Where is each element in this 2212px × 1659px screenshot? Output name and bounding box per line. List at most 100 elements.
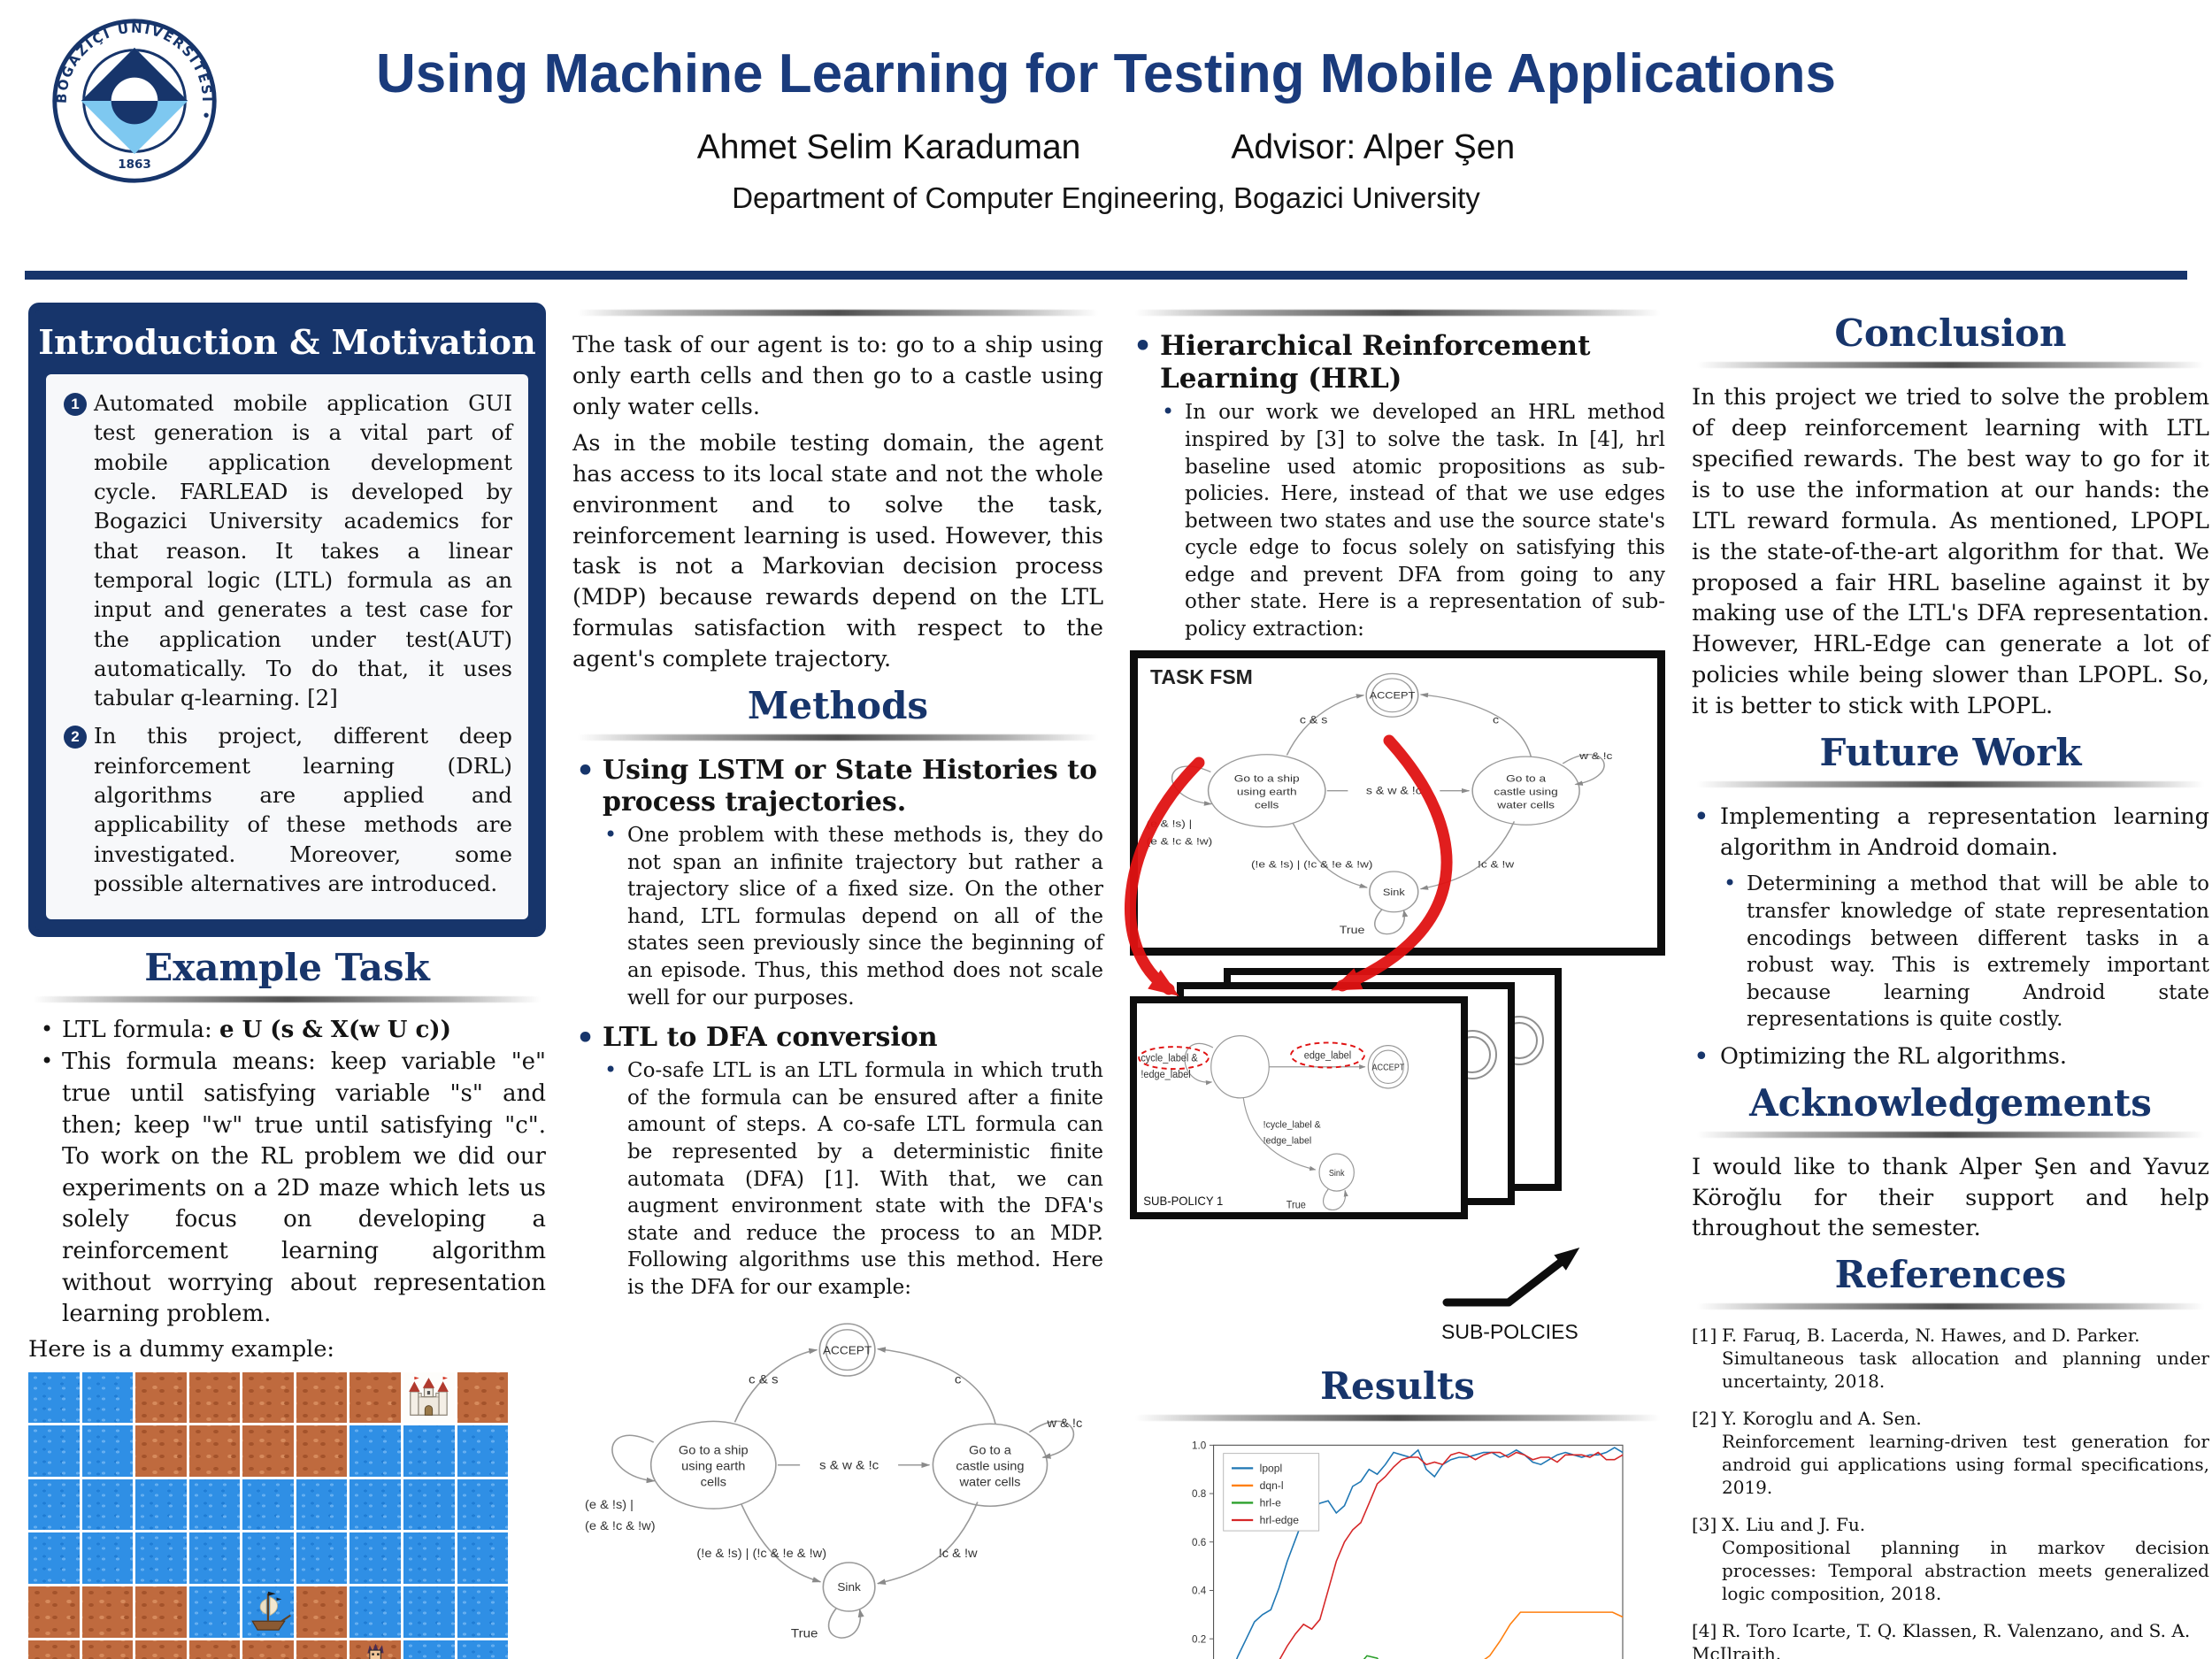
- ref-authors: X. Liu and J. Fu.: [1722, 1514, 1866, 1536]
- svg-text:water cells: water cells: [1496, 799, 1555, 810]
- results-title: Results: [1320, 1363, 1475, 1408]
- subpolicies-label: SUB-POLCIES: [1441, 1319, 1578, 1343]
- maze-water-tile: [81, 1425, 134, 1477]
- method-lstm-text: One problem with these methods is, they …: [604, 821, 1103, 1011]
- svg-text:ACCEPT: ACCEPT: [1371, 1062, 1404, 1071]
- maze-water-tile: [135, 1479, 187, 1531]
- section-rule: [578, 310, 1098, 316]
- hrl-heading: Hierarchical Reinforcement Learning (HRL…: [1130, 328, 1665, 396]
- maze-water-tile: [81, 1532, 134, 1584]
- svg-text:0.6: 0.6: [1192, 1537, 1206, 1548]
- maze-ship-tile: [242, 1586, 294, 1638]
- svg-text:c: c: [954, 1373, 961, 1387]
- maze-water-tile: [296, 1532, 348, 1584]
- svg-text:Sink: Sink: [1329, 1167, 1345, 1177]
- example-task-title: Example Task: [144, 946, 430, 990]
- section-rule: [34, 996, 541, 1003]
- svg-text:!c & !w: !c & !w: [938, 1548, 978, 1562]
- maze-earth-tile: [28, 1586, 80, 1638]
- maze-earth-tile: [188, 1425, 241, 1477]
- svg-text:!edge_label: !edge_label: [1263, 1135, 1312, 1146]
- department-line: Department of Computer Engineering, Boga…: [732, 181, 1480, 214]
- maze-water-tile: [242, 1532, 294, 1584]
- maze-water-tile: [28, 1371, 80, 1424]
- section-rule: [578, 734, 1098, 741]
- maze-water-tile: [403, 1425, 455, 1477]
- maze-water-tile: [81, 1479, 134, 1531]
- author-name: Ahmet Selim Karaduman: [696, 128, 1081, 166]
- maze-earth-tile: [81, 1586, 134, 1638]
- future-work-item-2: Optimizing the RL algorithms.: [1692, 1040, 2209, 1075]
- maze-earth-tile: [135, 1640, 187, 1659]
- maze-earth-tile: [349, 1371, 401, 1424]
- maze-water-tile: [296, 1479, 348, 1531]
- svg-text:(e & !s) |: (e & !s) |: [1147, 818, 1193, 829]
- ref-number: [1]: [1692, 1325, 1717, 1347]
- ref-detail: Compositional planning in markov decisio…: [1722, 1537, 2209, 1605]
- university-logo: • BOĞAZİÇİ ÜNİVERSİTESİ • 1863: [51, 18, 217, 183]
- subpolicies-arrow: [1442, 1247, 1580, 1307]
- ref-number: [3]: [1692, 1514, 1717, 1536]
- maze-water-tile: [457, 1479, 509, 1531]
- future-work-title: Future Work: [1819, 731, 2082, 775]
- column-introduction: Introduction & Motivation Automated mobi…: [28, 303, 546, 1659]
- svg-text:dqn-l: dqn-l: [1260, 1479, 1284, 1492]
- svg-text:w & !c: w & !c: [1046, 1417, 1082, 1432]
- svg-text:hrl-edge: hrl-edge: [1260, 1514, 1300, 1526]
- intro-body: Automated mobile application GUI test ge…: [46, 374, 528, 920]
- svg-text:c & s: c & s: [748, 1373, 778, 1387]
- maze-earth-tile: [242, 1371, 294, 1424]
- future-work-item-1: Implementing a representation learning a…: [1692, 800, 2209, 863]
- svg-text:castle using: castle using: [956, 1460, 1024, 1474]
- maze-earth-tile: [296, 1425, 348, 1477]
- conclusion-text: In this project we tried to solve the pr…: [1692, 384, 2209, 720]
- svg-text:Go to a: Go to a: [969, 1444, 1011, 1458]
- ref-authors: Y. Koroglu and A. Sen.: [1722, 1408, 1922, 1430]
- svg-text:Go to a: Go to a: [1506, 772, 1547, 784]
- maze-earth-tile: [81, 1640, 134, 1659]
- svg-text:lpopl: lpopl: [1260, 1462, 1283, 1474]
- svg-text:!cycle_label &: !cycle_label &: [1263, 1119, 1322, 1130]
- svg-text:!c & !w: !c & !w: [1478, 858, 1515, 870]
- maze-water-tile: [403, 1479, 455, 1531]
- ref-authors: R. Toro Icarte, T. Q. Klassen, R. Valenz…: [1692, 1620, 2191, 1659]
- future-work-item-1-sub: Determining a method that will be able t…: [1724, 870, 2209, 1033]
- svg-text:(e & !c & !w): (e & !c & !w): [585, 1520, 656, 1534]
- svg-text:c & s: c & s: [1300, 713, 1328, 726]
- conclusion-title: Conclusion: [1834, 311, 2067, 355]
- hrl-text: In our work we developed an HRL method i…: [1162, 398, 1665, 642]
- svg-text:s & w & !c: s & w & !c: [1366, 784, 1422, 796]
- maze-intro-line: Here is a dummy example:: [28, 1335, 335, 1363]
- poster-header: • BOĞAZİÇİ ÜNİVERSİTESİ • 1863 Using Mac…: [0, 0, 2212, 258]
- svg-text:w & !c: w & !c: [1578, 750, 1612, 762]
- svg-text:ACCEPT: ACCEPT: [822, 1344, 871, 1357]
- svg-text:True: True: [1286, 1200, 1306, 1210]
- task-paragraph-1: The task of our agent is to: go to a shi…: [572, 332, 1103, 420]
- section-rule: [1697, 362, 2204, 368]
- intro-box: Introduction & Motivation Automated mobi…: [28, 303, 546, 938]
- maze-earth-tile: [296, 1586, 348, 1638]
- svg-text:s & w & !c: s & w & !c: [818, 1459, 878, 1473]
- header-divider: [25, 271, 2187, 280]
- svg-text:using earth: using earth: [1237, 786, 1297, 797]
- maze-water-tile: [349, 1532, 401, 1584]
- svg-text:castle using: castle using: [1494, 786, 1557, 797]
- dfa-diagram: ACCEPT Go to a ship using earth cells Go to …: [585, 1323, 1082, 1641]
- maze-grid: [28, 1371, 509, 1659]
- method-lpopl-heading: LPOPL: [572, 1655, 1103, 1659]
- maze-earth-tile: [28, 1640, 80, 1659]
- maze-castle-tile: [403, 1371, 455, 1424]
- intro-title: Introduction & Motivation: [38, 322, 536, 362]
- method-dfa-text: Co-safe LTL is an LTL formula in which t…: [604, 1056, 1103, 1301]
- maze-water-tile: [457, 1425, 509, 1477]
- maze-earth-tile: [135, 1586, 187, 1638]
- svg-text:Sink: Sink: [837, 1581, 861, 1594]
- svg-text:hrl-e: hrl-e: [1260, 1496, 1281, 1509]
- svg-text:0.2: 0.2: [1192, 1633, 1206, 1645]
- maze-water-tile: [403, 1640, 455, 1659]
- section-rule: [1135, 310, 1660, 316]
- section-rule: [1697, 1131, 2204, 1138]
- maze-water-tile: [28, 1479, 80, 1531]
- subpolicy-diagram: ACCEPT Sink cycle_label & !edge_label edge_l…: [1138, 1034, 1409, 1210]
- column-hrl-results: Hierarchical Reinforcement Learning (HRL…: [1125, 303, 1665, 1659]
